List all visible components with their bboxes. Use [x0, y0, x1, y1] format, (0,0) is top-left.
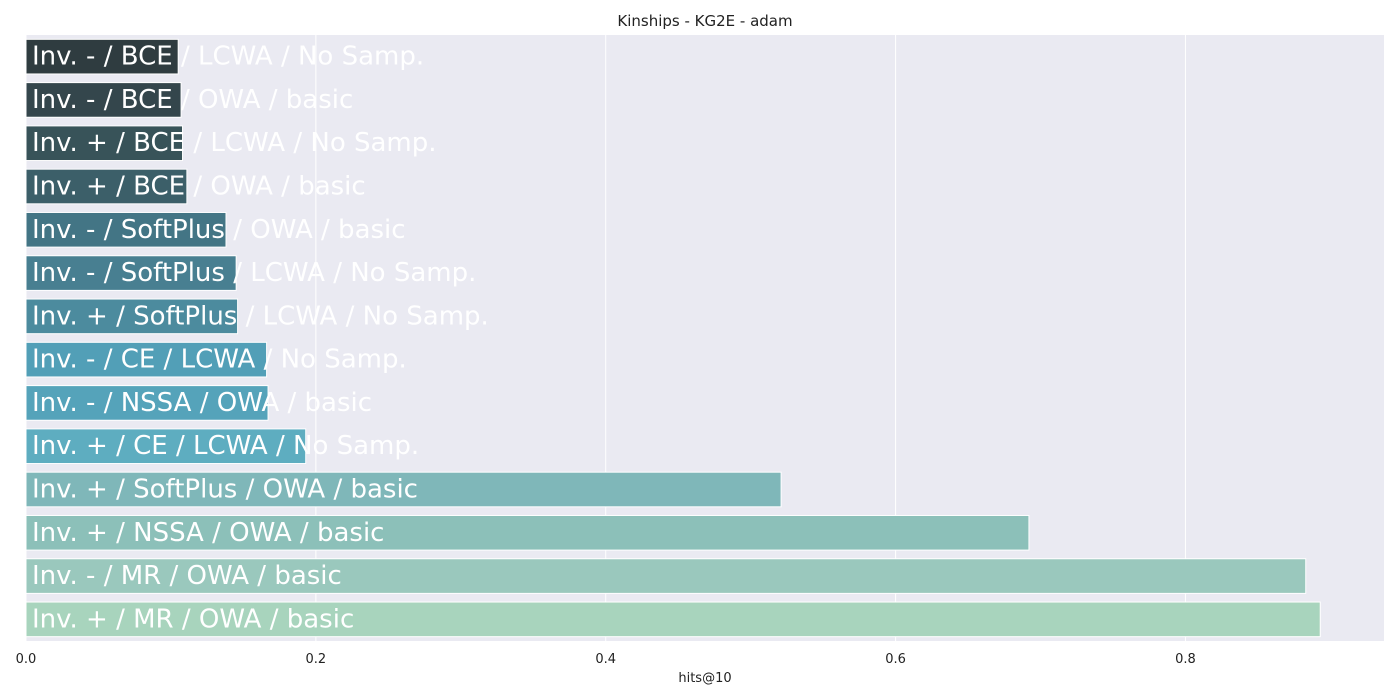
bars [25, 38, 1321, 638]
bar-label: Inv. - / BCE / OWA / basic [32, 85, 353, 115]
bar-label: Inv. - / NSSA / OWA / basic [32, 388, 372, 418]
bar [25, 558, 1307, 594]
bar [25, 211, 227, 248]
x-tick-label: 0.0 [16, 652, 37, 667]
bar-label: Inv. - / SoftPlus / OWA / basic [32, 215, 406, 245]
bar-label: Inv. - / CE / LCWA / No Samp. [32, 345, 407, 375]
bar [25, 298, 239, 335]
bar-label: Inv. + / NSSA / OWA / basic [32, 518, 384, 548]
bar-labels: Inv. - / BCE / LCWA / No Samp. Inv. - / B… [32, 42, 489, 635]
bar [25, 514, 1030, 551]
bar-label: Inv. + / BCE / OWA / basic [32, 172, 366, 202]
bar-label: Inv. + / MR / OWA / basic [32, 604, 354, 634]
bar [25, 168, 188, 205]
bar [25, 82, 182, 118]
bar-label: Inv. + / BCE / LCWA / No Samp. [32, 128, 437, 158]
bar [25, 471, 782, 508]
bar-label: Inv. + / SoftPlus / LCWA / No Samp. [32, 301, 489, 331]
bar-label: Inv. - / SoftPlus / LCWA / No Samp. [32, 258, 476, 288]
bar [25, 125, 184, 162]
bar [25, 601, 1321, 638]
x-tick-label: 0.4 [595, 652, 616, 667]
bar-label: Inv. - / BCE / LCWA / No Samp. [32, 42, 424, 72]
bar [25, 428, 307, 465]
bar [25, 341, 268, 378]
bar [25, 38, 179, 75]
bar-label: Inv. - / MR / OWA / basic [32, 561, 342, 591]
bar [25, 385, 269, 421]
x-axis-label: hits@10 [678, 671, 731, 686]
bar-label: Inv. + / SoftPlus / OWA / basic [32, 475, 418, 505]
bar [25, 255, 237, 291]
x-tick-label: 0.6 [885, 652, 906, 667]
bar-label: Inv. + / CE / LCWA / No Samp. [32, 431, 419, 461]
x-tick-label: 0.8 [1175, 652, 1196, 667]
x-tick-labels: 0.0 0.2 0.4 0.6 0.8 [16, 652, 1196, 667]
x-tick-label: 0.2 [306, 652, 327, 667]
chart-title: Kinships - KG2E - adam [617, 12, 792, 30]
